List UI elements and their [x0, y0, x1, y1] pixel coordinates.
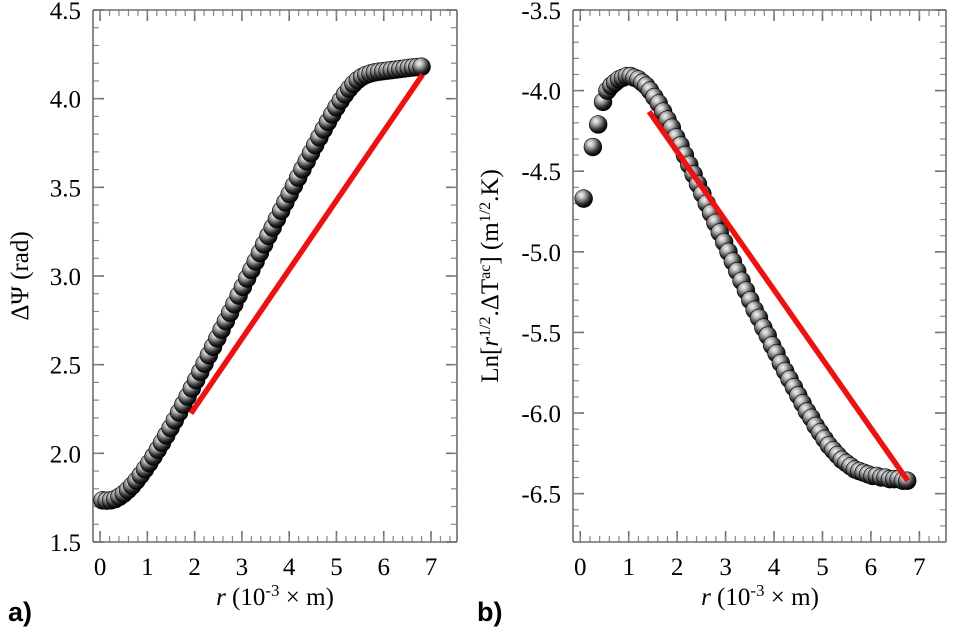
panel-b-xaxis-mid: × m) [765, 584, 819, 611]
x-tick-label: 7 [913, 554, 926, 581]
data-point [584, 138, 602, 156]
panel-b-ylab-p2: .ΔT [477, 279, 504, 317]
panel-b-tick-labels: 0 1 2 3 4 5 6 7 -6.5 -6.0 -5.5 -5.0 -4.5 -4.0 -3.5 [521, 0, 925, 581]
panel-b-data-points [574, 66, 917, 490]
data-point [412, 58, 431, 76]
panel-a-xaxis-title: r (10-3 × m) [216, 581, 334, 612]
panel-a-xaxis-mid: × m) [280, 584, 334, 611]
y-tick-label: -4.0 [521, 79, 561, 106]
y-tick-label: 2.5 [50, 353, 81, 380]
x-tick-label: 1 [141, 554, 154, 581]
x-tick-label: 4 [283, 554, 296, 581]
y-tick-label: 4.0 [50, 87, 81, 114]
y-tick-label: -3.5 [521, 0, 561, 25]
y-tick-label: -4.5 [521, 159, 561, 186]
panel-b-ylab-p3: ] (m [477, 222, 504, 265]
panel-b-ylab-p4: .K) [477, 169, 504, 202]
data-point [575, 190, 593, 208]
panel-b-fit-line [646, 109, 910, 483]
panel-b-ylab-sup2: ac [477, 265, 494, 279]
x-tick-label: 7 [425, 554, 438, 581]
panel-a-xaxis-exp: -3 [265, 581, 279, 600]
y-tick-label: -6.0 [521, 401, 561, 428]
x-tick-label: 5 [330, 554, 343, 581]
panel-b-letter: b) [477, 597, 502, 627]
y-tick-label: 4.5 [50, 0, 81, 25]
x-tick-label: 6 [377, 554, 390, 581]
panel-a-axis-ticks [93, 9, 457, 543]
x-tick-label: 0 [94, 554, 107, 581]
panel-b-frame [572, 9, 947, 543]
x-tick-label: 5 [816, 554, 829, 581]
y-tick-label: -6.5 [521, 482, 561, 509]
x-tick-label: 1 [622, 554, 635, 581]
panel-b-xaxis-open: (10 [711, 584, 751, 611]
x-tick-label: 3 [719, 554, 732, 581]
panel-a-frame [92, 9, 458, 543]
panel-a-yaxis-title: ΔΨ (rad) [7, 231, 34, 320]
x-tick-label: 0 [574, 554, 587, 581]
panel-a-letter: a) [8, 597, 32, 627]
panel-b-ylab-var: r [477, 337, 504, 347]
x-tick-label: 2 [671, 554, 684, 581]
panel-b-yaxis-title: Ln[r1/2.ΔTac] (m1/2.K) [477, 169, 505, 383]
y-tick-label: 3.0 [50, 264, 81, 291]
panel-b-ylab-sup3: 1/2 [477, 202, 494, 222]
y-tick-label: 3.5 [50, 175, 81, 202]
panel-b-axis-ticks [573, 9, 946, 543]
panel-b-ylab-sup1: 1/2 [477, 316, 494, 336]
y-tick-label: -5.5 [521, 320, 561, 347]
panel-b: 0 1 2 3 4 5 6 7 -6.5 -6.0 -5.5 -5.0 -4.5 -4.0 -3.5 r (… [477, 0, 947, 627]
y-tick-label: 1.5 [50, 530, 81, 557]
panel-a-data-points [93, 57, 431, 510]
x-tick-label: 4 [768, 554, 781, 581]
panel-a-fit-line [188, 73, 425, 415]
y-tick-label: -5.0 [521, 240, 561, 267]
data-point [589, 115, 607, 134]
panel-b-ylab-p1: Ln[ [477, 347, 504, 383]
panel-b-xaxis-title: r (10-3 × m) [701, 581, 819, 612]
panel-b-xaxis-exp: -3 [750, 581, 764, 600]
panel-a-tick-labels: 0 1 2 3 4 5 6 7 1.5 2.0 2.5 3.0 3.5 4.0 4.5 [50, 0, 438, 581]
panel-a: 0 1 2 3 4 5 6 7 1.5 2.0 2.5 3.0 3.5 4.0 4.5 r (10-3 × … [7, 0, 458, 627]
panel-a-xaxis-open: (10 [226, 584, 266, 611]
x-tick-label: 2 [188, 554, 201, 581]
panel-b-xaxis-var: r [701, 584, 711, 611]
x-tick-label: 6 [865, 554, 878, 581]
y-tick-label: 2.0 [50, 441, 81, 468]
panel-a-xaxis-var: r [216, 584, 226, 611]
x-tick-label: 3 [236, 554, 249, 581]
